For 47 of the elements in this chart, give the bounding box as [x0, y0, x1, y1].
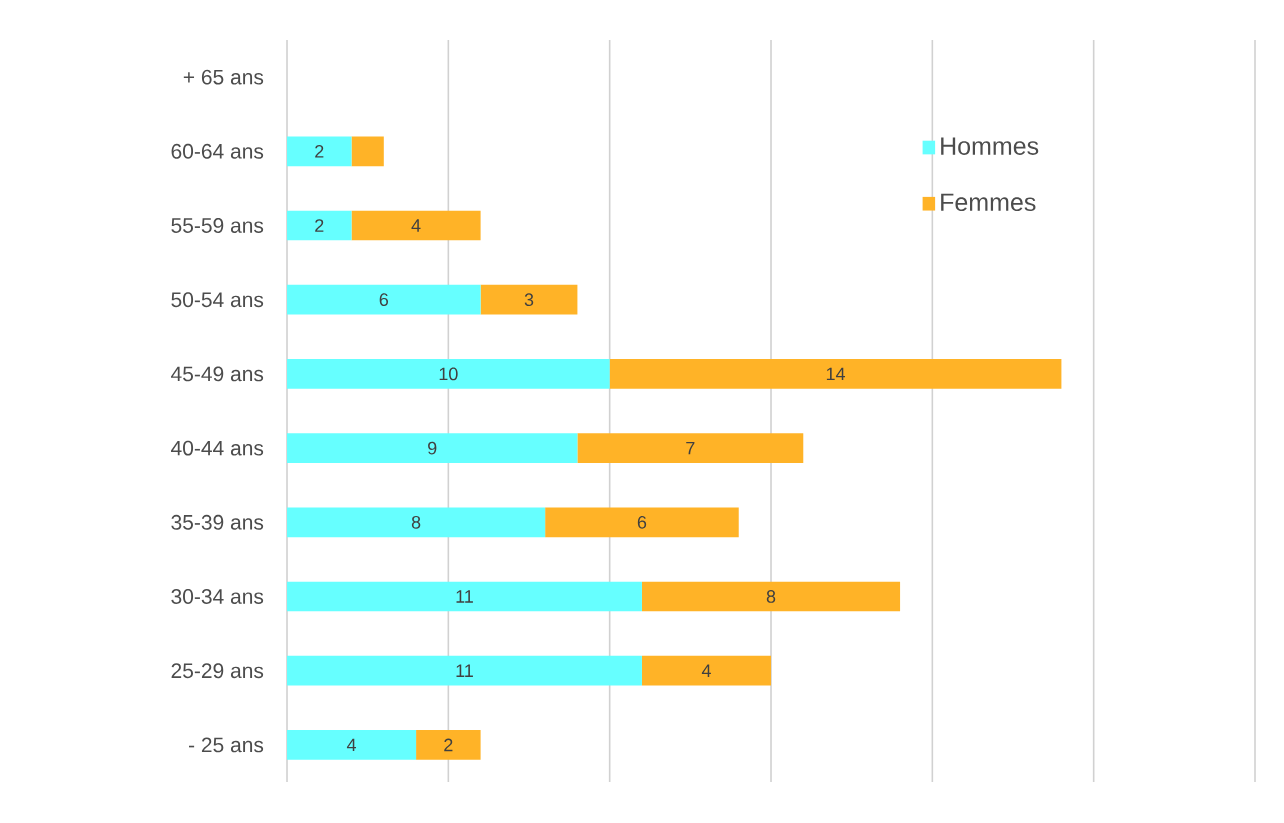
- legend-label: Hommes: [941, 137, 1039, 155]
- data-label: 2: [315, 219, 324, 232]
- y-tick-label: - 25 ans: [189, 737, 264, 753]
- data-label: 3: [524, 293, 534, 307]
- data-label: 11: [456, 590, 473, 603]
- data-label: 8: [411, 515, 421, 529]
- data-label: 11: [456, 664, 473, 677]
- y-tick-label: 25-29 ans: [171, 663, 264, 679]
- y-tick-label: 45-49 ans: [171, 366, 264, 382]
- bar: [480, 284, 578, 315]
- bar: [351, 210, 481, 241]
- y-tick-label: 55-59 ans: [171, 218, 264, 233]
- bar: [641, 655, 772, 686]
- data-label: 6: [637, 515, 647, 529]
- y-tick-label: 50-54 ans: [171, 292, 264, 308]
- y-tick-label: 40-44 ans: [171, 440, 264, 456]
- bar: [545, 507, 739, 538]
- bar: [416, 730, 481, 760]
- bar: [287, 284, 481, 315]
- data-label: 2: [315, 144, 324, 158]
- data-label: 2: [444, 738, 453, 752]
- data-label: 4: [346, 738, 357, 752]
- bar: [287, 581, 642, 612]
- y-tick-label: 60-64 ans: [171, 143, 264, 159]
- bar: [287, 359, 610, 389]
- bar: [641, 581, 901, 612]
- bar: [577, 433, 804, 463]
- y-tick-label: 30-34 ans: [171, 589, 264, 604]
- data-label: 4: [701, 664, 711, 677]
- bar: [287, 210, 352, 241]
- data-label: 7: [686, 441, 695, 455]
- y-tick-label: 35-39 ans: [171, 514, 264, 530]
- bar: [609, 359, 1062, 389]
- bar: [287, 730, 417, 760]
- data-label: 8: [766, 590, 776, 603]
- bar: [287, 655, 642, 686]
- data-label: 6: [379, 293, 389, 307]
- data-label: 10: [439, 367, 458, 381]
- bar: [287, 507, 546, 538]
- bar: [287, 433, 578, 463]
- legend-label: Femmes: [941, 193, 1036, 212]
- bar: [351, 136, 384, 167]
- y-tick-label: + 65 ans: [183, 69, 264, 85]
- bar: [287, 136, 352, 167]
- data-label: 4: [411, 219, 421, 232]
- data-label: 9: [428, 441, 437, 455]
- data-label: 14: [826, 367, 846, 381]
